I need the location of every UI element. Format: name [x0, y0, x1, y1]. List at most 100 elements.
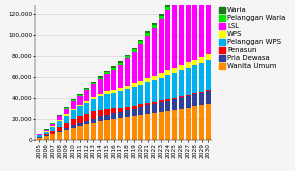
Bar: [132, 52, 137, 83]
Bar: [64, 130, 69, 140]
Bar: [111, 90, 116, 93]
Bar: [50, 126, 55, 127]
Bar: [145, 103, 150, 105]
Bar: [138, 44, 143, 81]
Bar: [118, 88, 123, 91]
Bar: [192, 93, 197, 94]
Bar: [57, 116, 62, 120]
Bar: [104, 120, 109, 140]
Bar: [118, 91, 123, 108]
Bar: [91, 123, 96, 140]
Bar: [165, 10, 170, 70]
Bar: [138, 81, 143, 85]
Bar: [64, 123, 69, 128]
Bar: [57, 121, 62, 127]
Bar: [78, 106, 83, 116]
Bar: [118, 63, 123, 64]
Bar: [50, 134, 55, 140]
Bar: [64, 116, 69, 123]
Bar: [145, 105, 150, 114]
Bar: [118, 108, 123, 112]
Bar: [199, 57, 204, 63]
Bar: [172, 0, 177, 1]
Bar: [192, 106, 197, 140]
Bar: [57, 130, 62, 132]
Bar: [91, 97, 96, 99]
Bar: [125, 107, 130, 110]
Bar: [192, 65, 197, 93]
Bar: [44, 135, 49, 136]
Bar: [50, 124, 55, 126]
Bar: [165, 4, 170, 7]
Bar: [132, 116, 137, 140]
Bar: [84, 101, 89, 103]
Bar: [125, 89, 130, 107]
Bar: [118, 61, 123, 63]
Bar: [172, 110, 177, 140]
Bar: [44, 129, 49, 130]
Bar: [71, 109, 76, 110]
Bar: [132, 83, 137, 87]
Bar: [158, 112, 164, 140]
Bar: [125, 56, 130, 58]
Bar: [71, 119, 76, 125]
Bar: [199, 105, 204, 140]
Bar: [111, 119, 116, 140]
Bar: [57, 115, 62, 116]
Bar: [199, 0, 204, 57]
Bar: [50, 131, 55, 134]
Bar: [98, 121, 103, 140]
Bar: [152, 28, 157, 76]
Bar: [84, 103, 89, 114]
Bar: [84, 121, 89, 124]
Bar: [64, 108, 69, 109]
Bar: [132, 49, 137, 52]
Bar: [91, 82, 96, 83]
Bar: [132, 109, 137, 116]
Bar: [199, 63, 204, 92]
Bar: [165, 99, 170, 101]
Bar: [206, 91, 211, 104]
Bar: [199, 93, 204, 105]
Bar: [206, 54, 211, 60]
Bar: [138, 104, 143, 107]
Bar: [138, 107, 143, 115]
Bar: [64, 107, 69, 108]
Bar: [132, 106, 137, 109]
Bar: [186, 0, 191, 62]
Bar: [138, 40, 143, 41]
Bar: [64, 109, 69, 114]
Bar: [165, 70, 170, 75]
Bar: [84, 90, 89, 101]
Bar: [152, 23, 157, 25]
Bar: [206, 104, 211, 140]
Bar: [37, 134, 42, 135]
Bar: [104, 109, 109, 115]
Bar: [118, 112, 123, 118]
Bar: [91, 84, 96, 97]
Bar: [44, 130, 49, 131]
Bar: [199, 92, 204, 93]
Bar: [132, 48, 137, 49]
Bar: [145, 82, 150, 103]
Bar: [71, 128, 76, 140]
Bar: [44, 134, 49, 135]
Bar: [138, 41, 143, 44]
Bar: [111, 113, 116, 119]
Bar: [111, 93, 116, 108]
Bar: [111, 68, 116, 69]
Bar: [84, 124, 89, 140]
Bar: [84, 89, 89, 90]
Bar: [118, 64, 123, 88]
Bar: [165, 101, 170, 111]
Bar: [165, 111, 170, 140]
Bar: [158, 100, 164, 102]
Bar: [179, 70, 184, 96]
Bar: [91, 119, 96, 123]
Bar: [104, 74, 109, 91]
Bar: [132, 87, 137, 106]
Bar: [152, 113, 157, 140]
Bar: [98, 94, 103, 96]
Bar: [98, 76, 103, 78]
Bar: [192, 94, 197, 106]
